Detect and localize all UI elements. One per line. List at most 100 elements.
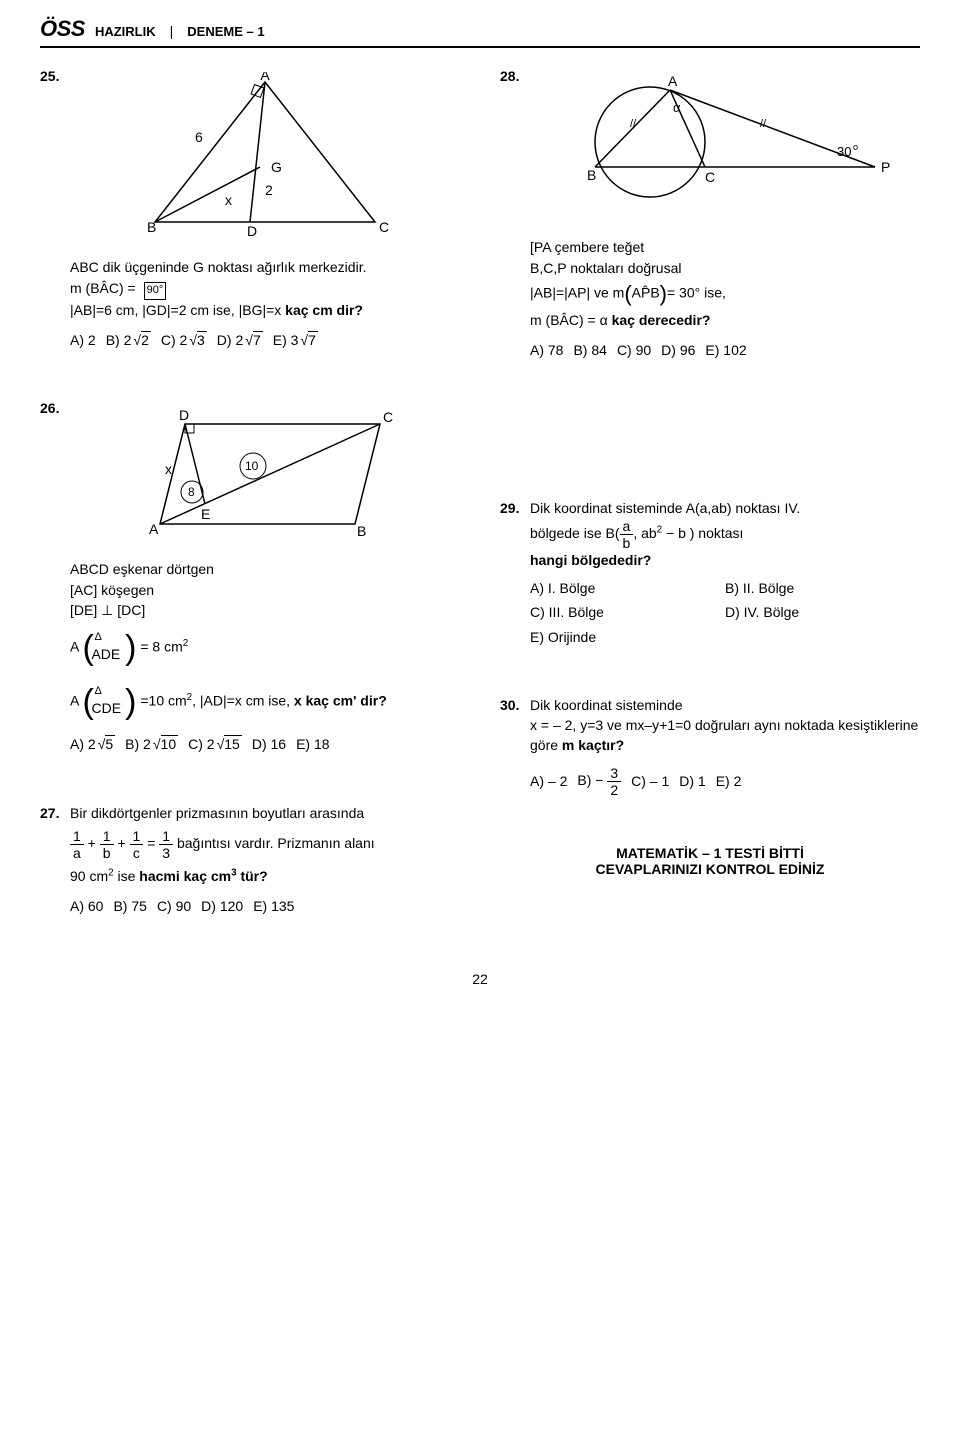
q27-opt-a: A) 60 <box>70 896 103 916</box>
page-header: ÖSS HAZIRLIK | DENEME – 1 <box>40 16 920 48</box>
q26-opt-d: D) 16 <box>252 734 286 754</box>
left-column: 25. A B C D G <box>40 66 460 965</box>
svg-text:6: 6 <box>195 129 203 145</box>
q28-figure: // // A B C P α 30 o <box>530 72 920 227</box>
question-28: 28. // // A <box>500 66 920 360</box>
q25-figure: A B C D G 6 2 x <box>70 72 460 247</box>
q28-text1: [PA çembere teğet <box>530 237 920 257</box>
q26-text4: A ( Δ ADE ) = 8 cm2 <box>70 626 460 670</box>
q30-opt-d: D) 1 <box>679 771 705 791</box>
svg-text:P: P <box>881 159 890 175</box>
q30-opt-a: A) – 2 <box>530 771 567 791</box>
q28-opt-e: E) 102 <box>705 340 746 360</box>
header-title: DENEME – 1 <box>187 24 264 39</box>
question-27: 27. Bir dikdörtgenler prizmasının boyutl… <box>40 803 460 917</box>
svg-text:x: x <box>225 192 232 208</box>
q30-number: 30. <box>500 695 530 715</box>
q27-number: 27. <box>40 803 70 823</box>
q28-opt-c: C) 90 <box>617 340 651 360</box>
end-note-line2: CEVAPLARINIZI KONTROL EDİNİZ <box>500 861 920 877</box>
q27-opt-d: D) 120 <box>201 896 243 916</box>
svg-text:D: D <box>247 223 257 239</box>
svg-text:A: A <box>260 72 270 83</box>
q30-text2: x = – 2, y=3 ve mx–y+1=0 doğruları aynı … <box>530 715 920 756</box>
svg-text:C: C <box>379 219 389 235</box>
q26-text3: [DE] ⊥ [DC] <box>70 600 460 620</box>
q25-opt-b: B) 22 <box>106 330 151 350</box>
svg-text://: // <box>630 118 637 130</box>
svg-text:α: α <box>673 100 681 115</box>
svg-text:B: B <box>587 167 596 183</box>
q27-text3: 90 cm2 ise hacmi kaç cm3 tür? <box>70 866 460 886</box>
question-29: 29. Dik koordinat sisteminde A(a,ab) nok… <box>500 498 920 646</box>
q29-opt-c: C) III. Bölge <box>530 602 725 622</box>
end-note: MATEMATİK – 1 TESTİ BİTTİ CEVAPLARINIZI … <box>500 845 920 877</box>
q25-opt-a: A) 2 <box>70 330 96 350</box>
q27-opt-e: E) 135 <box>253 896 294 916</box>
q29-text1: Dik koordinat sisteminde A(a,ab) noktası… <box>530 498 920 518</box>
q25-opt-d: D) 27 <box>217 330 263 350</box>
q27-opt-b: B) 75 <box>113 896 146 916</box>
q25-angle-box: 90° <box>144 282 167 300</box>
q25-number: 25. <box>40 66 70 86</box>
q26-figure: D C A B E x 8 10 <box>70 404 460 549</box>
end-note-line1: MATEMATİK – 1 TESTİ BİTTİ <box>500 845 920 861</box>
q25-options: A) 2 B) 22 C) 23 D) 27 E) 37 <box>70 330 460 350</box>
header-main: ÖSS <box>40 16 85 42</box>
svg-text:D: D <box>179 407 189 423</box>
q25-text3: |AB|=6 cm, |GD|=2 cm ise, |BG|=x kaç cm … <box>70 300 460 320</box>
q28-options: A) 78 B) 84 C) 90 D) 96 E) 102 <box>530 340 920 360</box>
q27-text1: Bir dikdörtgenler prizmasının boyutları … <box>70 803 460 823</box>
q26-text1: ABCD eşkenar dörtgen <box>70 559 460 579</box>
header-sub: HAZIRLIK <box>95 24 156 39</box>
q29-opt-a: A) I. Bölge <box>530 578 725 598</box>
q26-opt-b: B) 210 <box>125 734 178 754</box>
columns: 25. A B C D G <box>40 66 920 965</box>
q25-text1: ABC dik üçgeninde G noktası ağırlık merk… <box>70 257 460 277</box>
svg-text:30: 30 <box>837 144 851 159</box>
svg-text://: // <box>760 118 767 130</box>
svg-text:8: 8 <box>188 485 195 499</box>
svg-text:A: A <box>668 73 678 89</box>
question-30: 30. Dik koordinat sisteminde x = – 2, y=… <box>500 695 920 797</box>
svg-text:x: x <box>165 461 172 477</box>
q28-text3: |AB|=|AP| ve m(AP̂B)= 30° ise, <box>530 278 920 310</box>
q29-text2: bölgede ise B(ab, ab2 − b ) noktası <box>530 519 920 550</box>
page-number: 22 <box>40 971 920 987</box>
q26-svg: D C A B E x 8 10 <box>125 404 405 544</box>
q29-number: 29. <box>500 498 530 518</box>
q27-options: A) 60 B) 75 C) 90 D) 120 E) 135 <box>70 896 460 916</box>
q28-opt-d: D) 96 <box>661 340 695 360</box>
q28-svg: // // A B C P α 30 o <box>555 72 895 222</box>
q30-opt-c: C) – 1 <box>631 771 669 791</box>
q25-opt-e: E) 37 <box>273 330 318 350</box>
q29-opt-b: B) II. Bölge <box>725 578 920 598</box>
q30-text1: Dik koordinat sisteminde <box>530 695 920 715</box>
q29-opt-d: D) IV. Bölge <box>725 602 920 622</box>
q25-svg: A B C D G 6 2 x <box>135 72 395 242</box>
page: ÖSS HAZIRLIK | DENEME – 1 25. <box>0 0 960 997</box>
svg-text:G: G <box>271 159 282 175</box>
q26-text5: A ( Δ CDE ) =10 cm2, |AD|=x cm ise, x ka… <box>70 680 460 724</box>
q30-opt-e: E) 2 <box>716 771 742 791</box>
svg-text:C: C <box>705 169 715 185</box>
svg-text:E: E <box>201 506 210 522</box>
svg-text:2: 2 <box>265 182 273 198</box>
q29-opt-e: E) Orijinde <box>530 627 725 647</box>
q25-text2: m (BÂC) = 90° <box>70 278 460 300</box>
q25-opt-c: C) 23 <box>161 330 207 350</box>
svg-text:B: B <box>357 523 366 539</box>
q26-opt-c: C) 215 <box>188 734 242 754</box>
svg-text:A: A <box>149 521 159 537</box>
svg-text:C: C <box>383 409 393 425</box>
question-26: 26. D C A <box>40 398 460 754</box>
q27-opt-c: C) 90 <box>157 896 191 916</box>
q26-opt-a: A) 25 <box>70 734 115 754</box>
q28-text4: m (BÂC) = α kaç derecedir? <box>530 310 920 330</box>
header-divider: | <box>170 23 174 39</box>
right-column: 28. // // A <box>500 66 920 965</box>
q26-options: A) 25 B) 210 C) 215 D) 16 E) 18 <box>70 734 460 754</box>
q28-opt-a: A) 78 <box>530 340 563 360</box>
q26-text2: [AC] köşegen <box>70 580 460 600</box>
q30-opt-b: B) − 32 <box>577 766 621 797</box>
